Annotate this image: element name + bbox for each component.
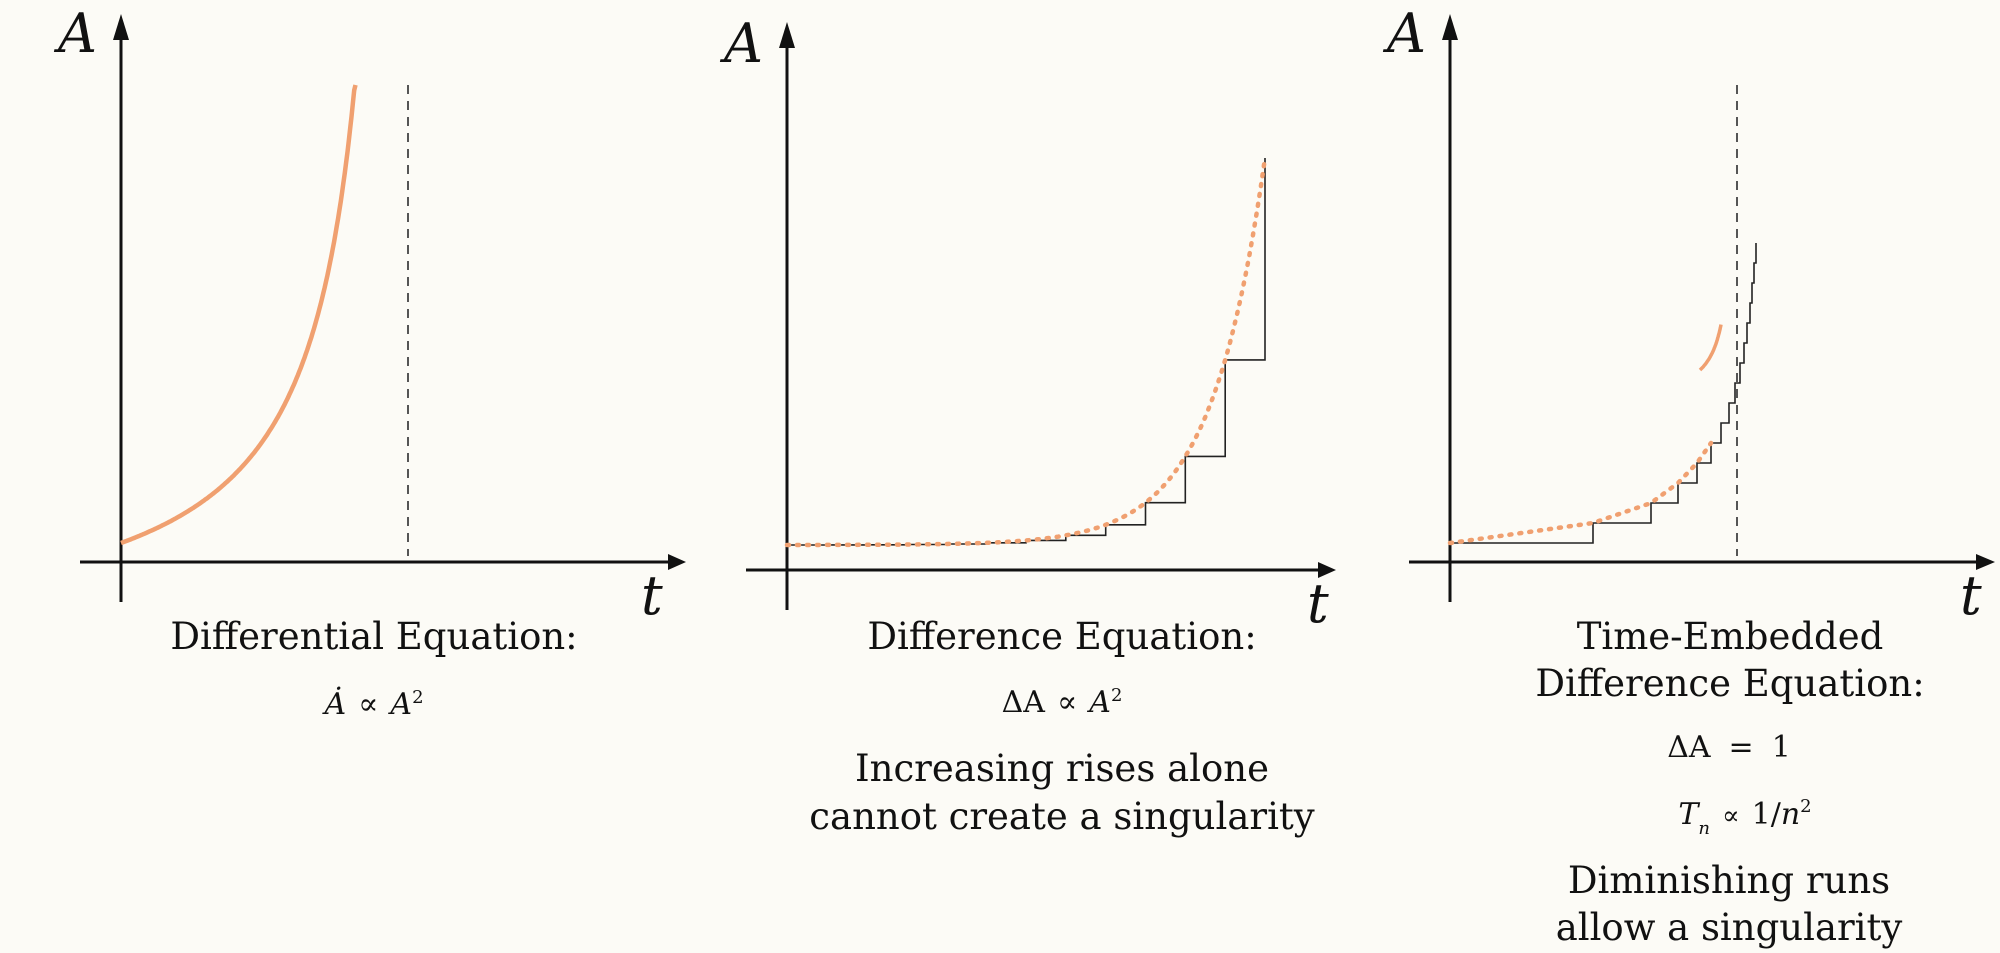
panel-1-title: Differential Equation: bbox=[170, 615, 577, 658]
panel-2-formula: ΔA ∝ A2 bbox=[1002, 685, 1123, 720]
y-axis-label: A bbox=[53, 2, 97, 65]
hyperbolic-limit-curve bbox=[1698, 324, 1723, 372]
panel-3-formula-1: ΔA = 1 bbox=[1667, 730, 1791, 765]
panel-3-formula-2: Tn ∝ 1/n2 bbox=[1678, 796, 1811, 839]
staircase-steps bbox=[787, 158, 1266, 546]
panel-differential: A t Differential Equation: Ȧ ∝ A2 bbox=[53, 2, 686, 722]
panel-2-note-line-2: cannot create a singularity bbox=[809, 795, 1315, 838]
panel-time-embedded: A t Time-Embedded Difference Equation: Δ… bbox=[1382, 2, 1995, 949]
panel-3-title-line-2: Difference Equation: bbox=[1535, 662, 1924, 705]
panel-1-formula: Ȧ ∝ A2 bbox=[321, 686, 423, 722]
panel-2-title: Difference Equation: bbox=[867, 615, 1256, 658]
x-axis-arrowhead bbox=[668, 554, 686, 570]
exponential-dotted-curve bbox=[784, 155, 1268, 548]
x-axis-arrowhead bbox=[1318, 562, 1336, 578]
panel-2-note-line-1: Increasing rises alone bbox=[855, 747, 1269, 790]
panel-3-title-line-1: Time-Embedded bbox=[1577, 615, 1884, 658]
x-axis-label: t bbox=[1960, 564, 1982, 627]
y-axis-arrowhead bbox=[1442, 14, 1458, 40]
y-axis-arrowhead bbox=[779, 22, 795, 48]
panel-difference: A t Difference Equation: ΔA ∝ A2 Increasin… bbox=[719, 12, 1336, 838]
dotted-fit-curve bbox=[1447, 440, 1714, 546]
x-axis-arrowhead bbox=[1976, 554, 1995, 570]
y-axis-label: A bbox=[719, 12, 763, 75]
hyperbolic-growth-curve bbox=[120, 84, 358, 546]
y-axis-arrowhead bbox=[113, 14, 129, 40]
x-axis-label: t bbox=[1307, 572, 1329, 635]
y-axis-label: A bbox=[1382, 2, 1426, 65]
shrinking-staircase-steps bbox=[1450, 243, 1757, 544]
panel-3-note-line-2: allow a singularity bbox=[1556, 906, 1903, 949]
panel-3-note-line-1: Diminishing runs bbox=[1568, 859, 1890, 902]
x-axis-label: t bbox=[641, 564, 663, 627]
